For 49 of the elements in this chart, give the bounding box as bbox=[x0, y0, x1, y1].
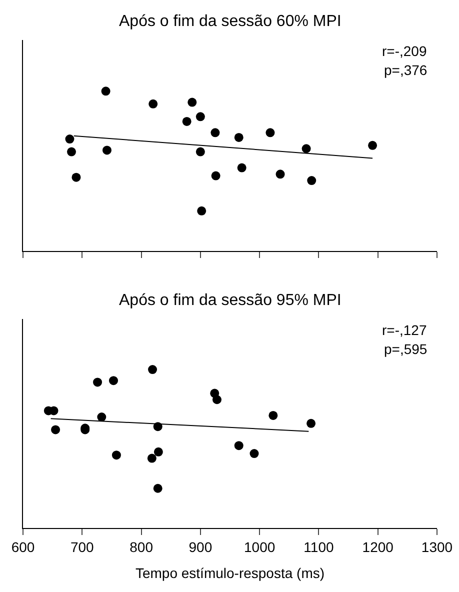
point bbox=[182, 116, 192, 126]
point bbox=[212, 395, 222, 404]
x-tick-label: 1100 bbox=[304, 538, 334, 555]
point bbox=[196, 112, 205, 122]
point bbox=[101, 86, 110, 96]
point bbox=[72, 172, 81, 182]
point bbox=[234, 441, 244, 450]
x-tick-label: 800 bbox=[130, 538, 154, 555]
point bbox=[196, 147, 205, 156]
point bbox=[188, 98, 197, 107]
point bbox=[102, 146, 112, 155]
point bbox=[108, 376, 118, 386]
point bbox=[368, 140, 378, 150]
x-tick-label: 700 bbox=[70, 538, 94, 555]
x-tick-label: 900 bbox=[188, 538, 212, 555]
point bbox=[65, 134, 74, 144]
x-tick-label: 1000 bbox=[244, 538, 276, 555]
point bbox=[197, 206, 206, 216]
x-tick-label: 1200 bbox=[362, 538, 394, 555]
text: p=,595 bbox=[384, 341, 428, 357]
chart-title: Após o fim da sessão 95% MPI bbox=[119, 292, 342, 309]
text: p=,376 bbox=[384, 62, 428, 78]
point bbox=[250, 449, 259, 458]
point bbox=[148, 365, 158, 374]
x-tick-label: 1300 bbox=[421, 538, 453, 555]
point bbox=[268, 410, 278, 420]
point bbox=[276, 170, 285, 179]
text: r=-,127 bbox=[382, 322, 427, 338]
point bbox=[147, 454, 156, 463]
point bbox=[302, 144, 311, 154]
text: r=-,209 bbox=[382, 43, 427, 59]
point bbox=[112, 450, 121, 460]
point bbox=[148, 99, 158, 108]
point bbox=[154, 447, 163, 456]
point bbox=[210, 128, 220, 138]
point bbox=[307, 176, 316, 186]
point bbox=[237, 163, 246, 172]
point bbox=[211, 171, 220, 180]
point bbox=[234, 132, 244, 142]
x-axis-title: Tempo estímulo-resposta (ms) bbox=[135, 565, 325, 582]
point bbox=[306, 418, 316, 428]
point bbox=[51, 425, 60, 434]
chart-title: Após o fim da sessão 60% MPI bbox=[119, 13, 342, 30]
point bbox=[266, 128, 275, 138]
point bbox=[97, 412, 106, 422]
x-tick-label: 600 bbox=[11, 538, 35, 555]
point bbox=[153, 484, 162, 493]
point bbox=[67, 147, 76, 156]
point bbox=[93, 378, 102, 387]
